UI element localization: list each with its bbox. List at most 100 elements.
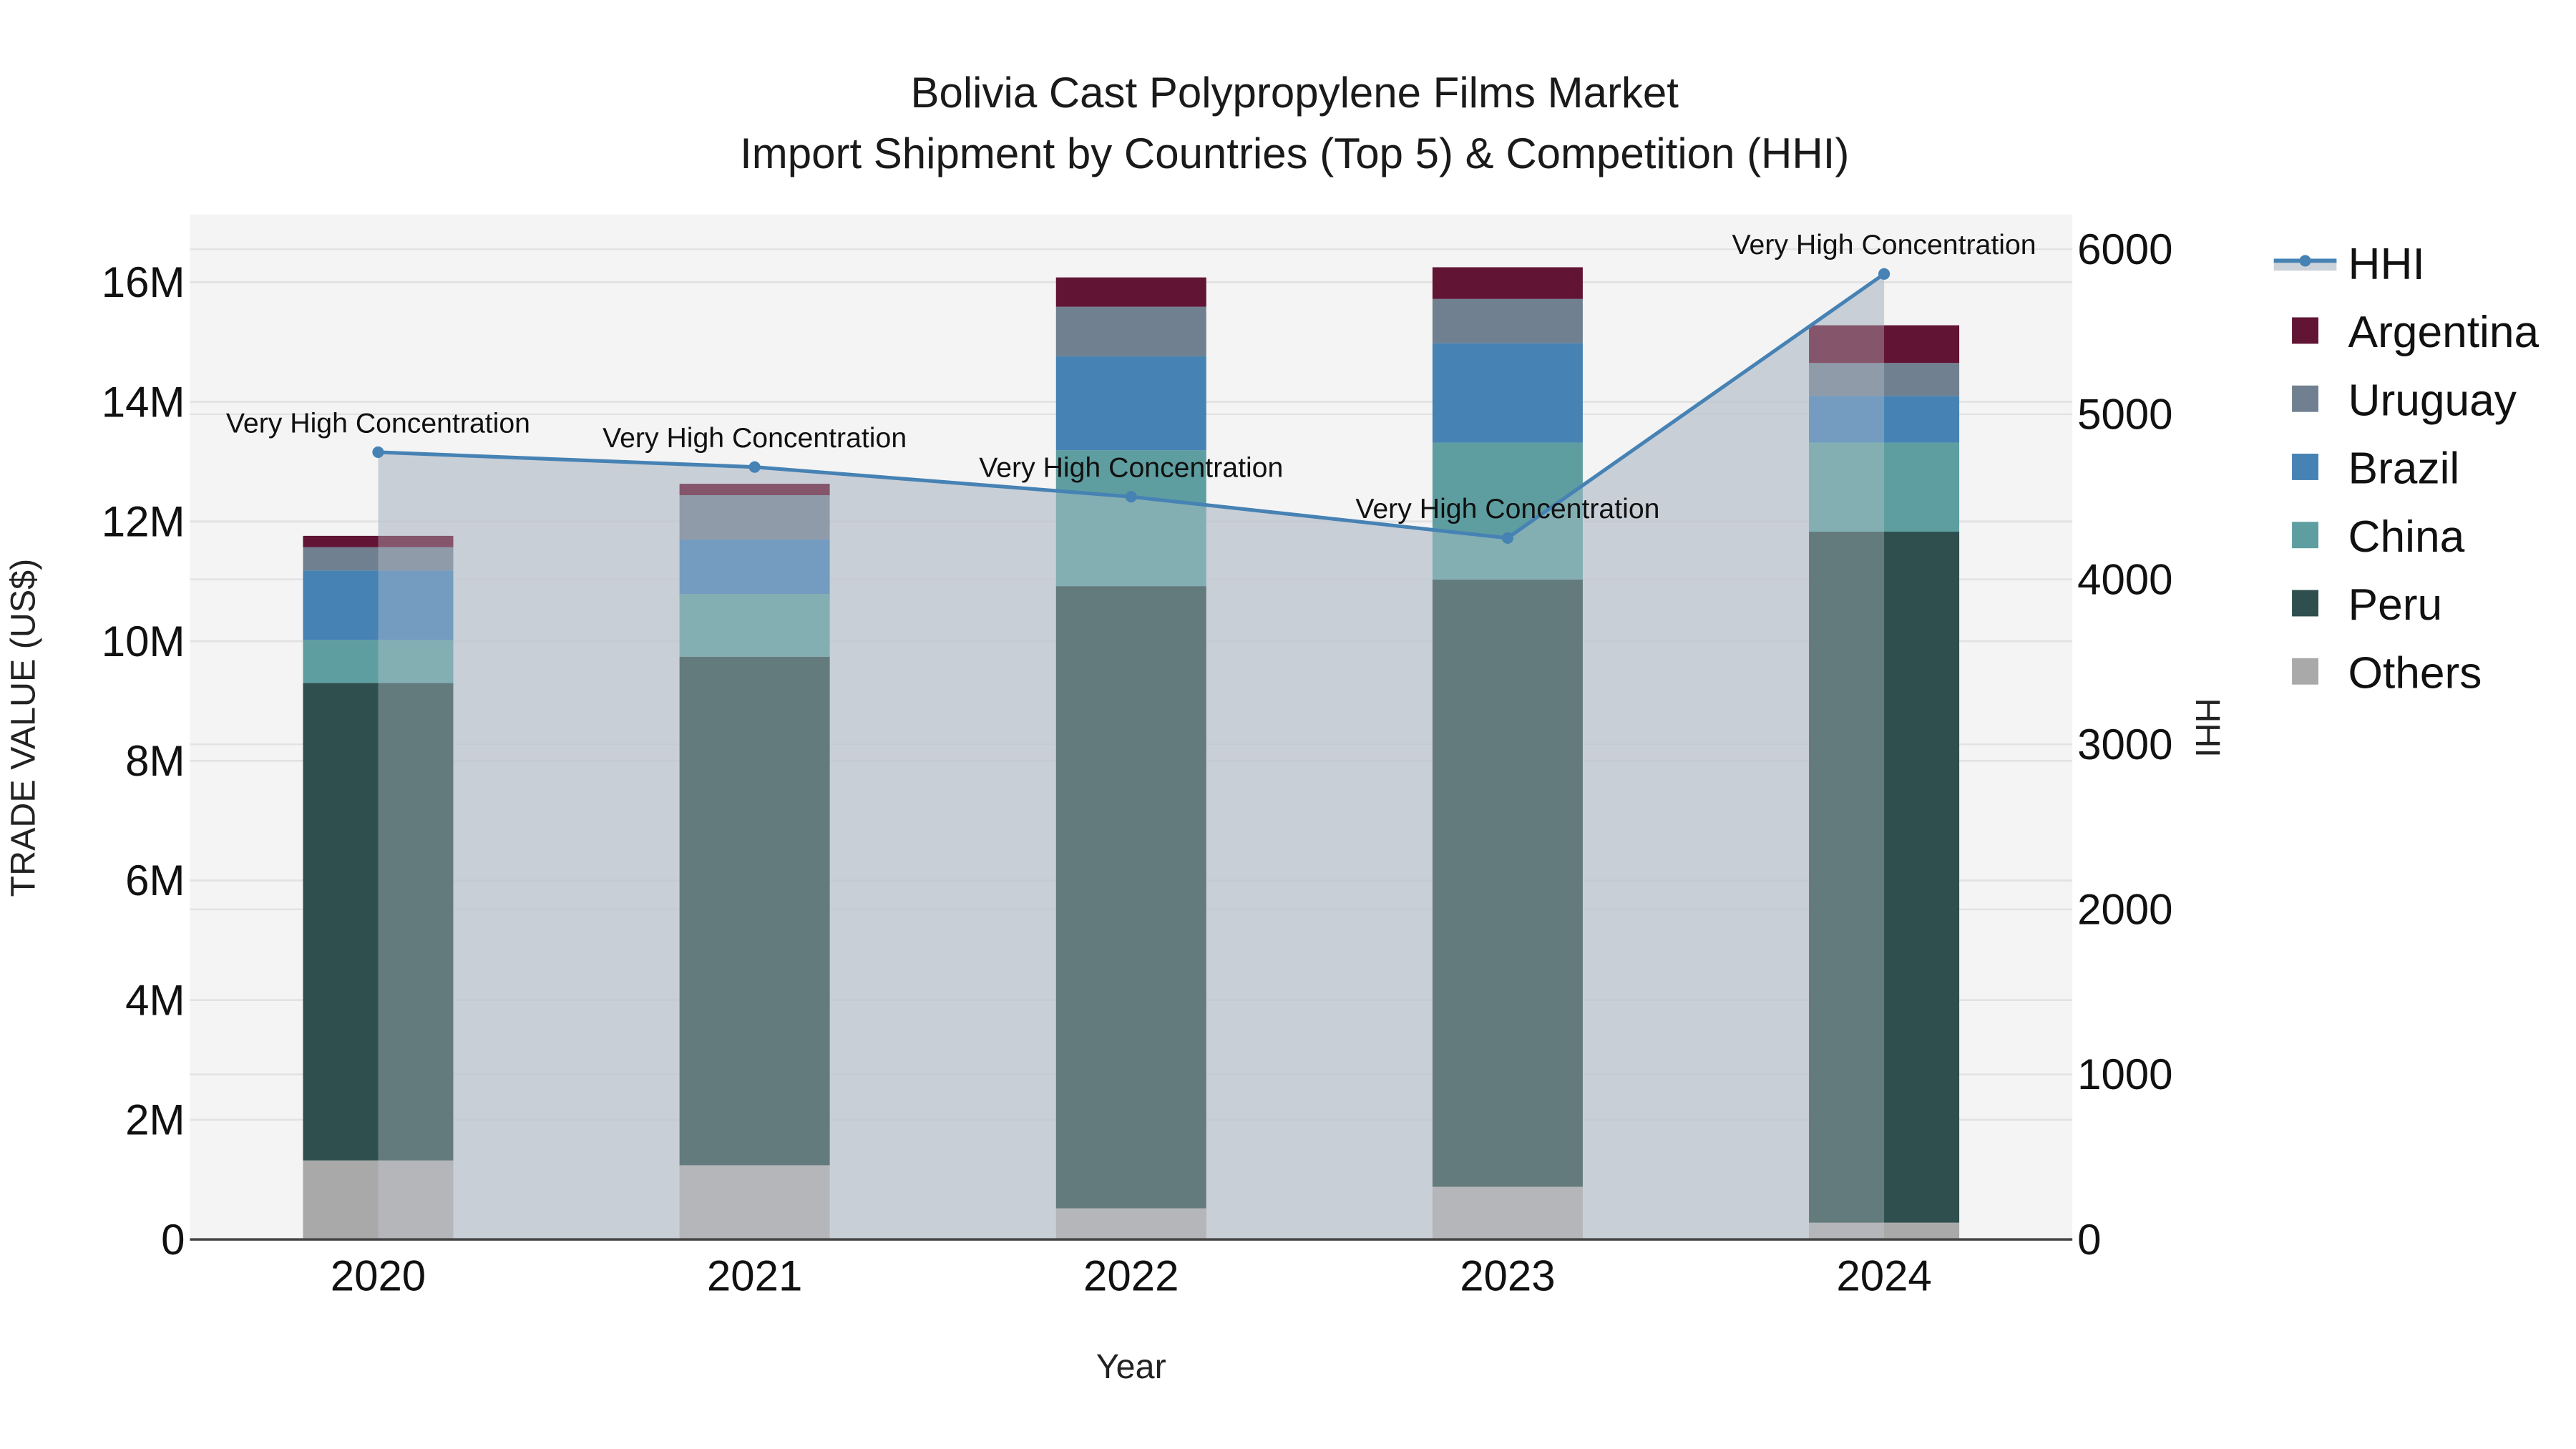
hhi-marker[interactable] [1878, 268, 1890, 280]
hhi-fill-overlay [378, 273, 1885, 1240]
legend-label: HHI [2348, 240, 2425, 289]
x-axis-title: Year [1096, 1347, 1166, 1386]
hhi-annotation: Very High Concentration [1732, 230, 2036, 260]
hhi-annotations: Very High Concentration Very High Concent… [226, 230, 2036, 525]
bar-segment-china[interactable] [679, 593, 830, 657]
hhi-annotation: Very High Concentration [979, 453, 1283, 484]
bar-segment-china[interactable] [1055, 450, 1206, 587]
bar-segment-argentina[interactable] [1432, 267, 1583, 299]
y2-tick-label: 5000 [2077, 391, 2172, 439]
legend-label: Argentina [2348, 308, 2540, 357]
y-tick-label: 2M [125, 1096, 185, 1144]
bar-group-2020[interactable] [303, 535, 454, 1240]
legend-label: Uruguay [2348, 376, 2517, 425]
bar-segment-china[interactable] [1809, 442, 1960, 532]
legend-item-peru[interactable]: Peru [2292, 580, 2442, 630]
y-axis-ticks: 0 2M 4M 6M 8M 10M 12M 14M 16M [102, 258, 185, 1264]
y-tick-label: 12M [102, 498, 185, 546]
legend-swatch-icon [2292, 317, 2318, 344]
stacked-bars [303, 267, 1960, 1240]
y2-axis-title: HHI [2188, 698, 2227, 757]
bar-segment-peru[interactable] [679, 656, 830, 1166]
legend-label: Brazil [2348, 444, 2460, 494]
y2-tick-label: 6000 [2077, 225, 2172, 273]
bar-segment-uruguay[interactable] [1432, 298, 1583, 343]
bar-segment-uruguay[interactable] [1055, 306, 1206, 357]
legend-item-brazil[interactable]: Brazil [2292, 444, 2459, 494]
x-axis-ticks: 2020 2021 2022 2023 2024 [331, 1252, 1932, 1300]
y-tick-label: 6M [125, 857, 185, 904]
x-tick-label: 2020 [331, 1252, 426, 1300]
hhi-marker[interactable] [1125, 491, 1137, 503]
bar-group-2024[interactable] [1809, 325, 1960, 1240]
legend-label: Peru [2348, 580, 2443, 630]
legend-label: China [2348, 512, 2465, 562]
bar-segment-brazil[interactable] [1432, 343, 1583, 443]
bar-segment-china[interactable] [303, 640, 454, 683]
bar-segment-peru[interactable] [1809, 532, 1960, 1223]
bar-segment-others[interactable] [1055, 1208, 1206, 1240]
bar-segment-uruguay[interactable] [303, 547, 454, 571]
hhi-annotation: Very High Concentration [1355, 494, 1659, 525]
y-tick-label: 14M [102, 378, 185, 426]
bar-segment-brazil[interactable] [1055, 356, 1206, 451]
y-tick-label: 10M [102, 618, 185, 665]
legend-swatch-icon [2292, 522, 2318, 549]
legend-item-others[interactable]: Others [2292, 648, 2482, 698]
bar-group-2023[interactable] [1432, 267, 1583, 1240]
bar-segment-argentina[interactable] [303, 535, 454, 547]
bar-segment-china[interactable] [1432, 442, 1583, 580]
bar-segment-peru[interactable] [1055, 586, 1206, 1209]
y-tick-label: 4M [125, 976, 185, 1024]
hhi-annotation: Very High Concentration [226, 408, 530, 439]
bar-segment-peru[interactable] [303, 683, 454, 1161]
legend-swatch-icon [2292, 658, 2318, 685]
hhi-annotation: Very High Concentration [602, 423, 907, 454]
bar-group-2022[interactable] [1055, 277, 1206, 1240]
hhi-marker[interactable] [1501, 532, 1513, 544]
x-tick-label: 2024 [1836, 1252, 1931, 1300]
hhi-marker[interactable] [372, 446, 384, 459]
bar-segment-brazil[interactable] [1809, 396, 1960, 443]
bar-group-2021[interactable] [679, 484, 830, 1240]
bar-segment-others[interactable] [303, 1160, 454, 1240]
x-tick-label: 2023 [1460, 1252, 1555, 1300]
y2-axis-ticks: 0 1000 2000 3000 4000 5000 6000 [2077, 225, 2172, 1264]
y-tick-label: 8M [125, 737, 185, 785]
bar-segment-others[interactable] [679, 1165, 830, 1240]
legend-item-argentina[interactable]: Argentina [2292, 308, 2540, 357]
bar-segment-peru[interactable] [1432, 579, 1583, 1187]
legend: HHI Argentina Uruguay Brazil China Peru Others [2273, 240, 2540, 698]
y2-tick-label: 2000 [2077, 886, 2172, 934]
legend-item-uruguay[interactable]: Uruguay [2292, 376, 2517, 425]
legend-swatch-icon [2292, 590, 2318, 617]
legend-item-china[interactable]: China [2292, 512, 2465, 562]
legend-swatch-icon [2292, 454, 2318, 480]
chart-title-line1: Bolivia Cast Polypropylene Films Market [910, 69, 1679, 117]
bar-segment-others[interactable] [1809, 1222, 1960, 1240]
hhi-marker[interactable] [748, 461, 761, 473]
bar-segment-brazil[interactable] [679, 539, 830, 594]
y2-tick-label: 1000 [2077, 1050, 2172, 1098]
y-tick-label: 16M [102, 258, 185, 306]
y2-tick-label: 0 [2077, 1216, 2101, 1264]
bar-segment-brazil[interactable] [303, 570, 454, 640]
bar-segment-uruguay[interactable] [1809, 363, 1960, 396]
bar-segment-argentina[interactable] [1809, 325, 1960, 364]
y-axis-title: TRADE VALUE (US$) [4, 559, 42, 897]
legend-label: Others [2348, 648, 2482, 698]
legend-marker-icon [2299, 255, 2311, 267]
bar-segment-uruguay[interactable] [679, 495, 830, 540]
bar-segment-argentina[interactable] [1055, 277, 1206, 307]
bar-segment-others[interactable] [1432, 1186, 1583, 1240]
chart-title-line2: Import Shipment by Countries (Top 5) & C… [740, 130, 1849, 177]
x-tick-label: 2021 [707, 1252, 802, 1300]
x-tick-label: 2022 [1083, 1252, 1179, 1300]
y2-tick-label: 4000 [2077, 555, 2172, 603]
legend-item-hhi[interactable]: HHI [2273, 240, 2425, 289]
bar-segment-argentina[interactable] [679, 484, 830, 496]
y-tick-label: 0 [161, 1216, 185, 1264]
hhi-line [372, 268, 1890, 544]
